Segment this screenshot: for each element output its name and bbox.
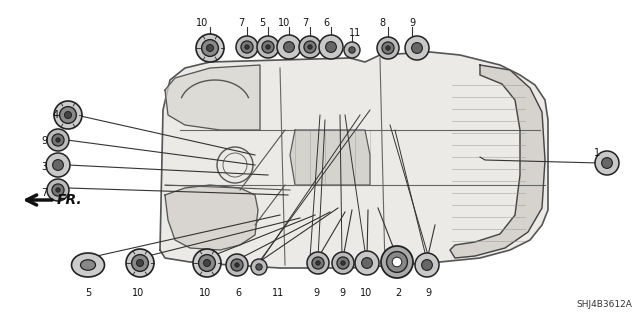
Circle shape (46, 153, 70, 177)
Text: 10: 10 (132, 288, 144, 298)
Text: 8: 8 (379, 18, 385, 28)
Circle shape (316, 261, 320, 265)
Circle shape (47, 129, 69, 151)
Text: 10: 10 (196, 18, 208, 28)
Text: 10: 10 (278, 18, 290, 28)
Text: 11: 11 (272, 288, 284, 298)
Circle shape (198, 255, 216, 271)
Circle shape (257, 36, 279, 58)
Text: 9: 9 (339, 288, 345, 298)
Text: SHJ4B3612A: SHJ4B3612A (576, 300, 632, 309)
Circle shape (132, 255, 148, 271)
Circle shape (136, 259, 143, 266)
Circle shape (196, 34, 224, 62)
Circle shape (56, 188, 60, 192)
Polygon shape (450, 65, 545, 258)
Circle shape (415, 253, 439, 277)
Circle shape (355, 251, 379, 275)
Circle shape (349, 47, 355, 53)
Circle shape (381, 246, 413, 278)
Circle shape (377, 37, 399, 59)
Circle shape (52, 184, 64, 196)
Circle shape (312, 257, 324, 269)
Polygon shape (165, 65, 260, 130)
Circle shape (332, 252, 354, 274)
Circle shape (307, 252, 329, 274)
Circle shape (52, 134, 64, 146)
Circle shape (595, 151, 619, 175)
Text: 9: 9 (313, 288, 319, 298)
Circle shape (126, 249, 154, 277)
Circle shape (602, 158, 612, 168)
Circle shape (392, 257, 402, 267)
Circle shape (262, 41, 274, 53)
Text: 7: 7 (238, 18, 244, 28)
Ellipse shape (72, 253, 104, 277)
Circle shape (193, 249, 221, 277)
Circle shape (284, 41, 294, 52)
Circle shape (337, 257, 349, 269)
Circle shape (344, 42, 360, 58)
Circle shape (60, 107, 76, 123)
Circle shape (266, 45, 270, 49)
Text: 5: 5 (259, 18, 265, 28)
Circle shape (412, 43, 422, 53)
Circle shape (299, 36, 321, 58)
Circle shape (382, 42, 394, 54)
Polygon shape (290, 130, 370, 185)
Text: 10: 10 (360, 288, 372, 298)
Text: 9: 9 (409, 18, 415, 28)
Circle shape (236, 36, 258, 58)
Circle shape (241, 41, 253, 53)
Circle shape (202, 40, 218, 56)
Circle shape (52, 160, 63, 170)
Circle shape (308, 45, 312, 49)
Text: 11: 11 (349, 28, 361, 38)
Circle shape (207, 44, 214, 51)
Circle shape (277, 35, 301, 59)
Text: FR.: FR. (57, 193, 83, 207)
Circle shape (47, 179, 69, 201)
Circle shape (256, 264, 262, 270)
Circle shape (326, 41, 337, 52)
Text: 9: 9 (425, 288, 431, 298)
Circle shape (204, 259, 211, 266)
Text: 7: 7 (41, 188, 47, 198)
Circle shape (54, 101, 82, 129)
Text: 10: 10 (199, 288, 211, 298)
Ellipse shape (81, 260, 95, 270)
Circle shape (304, 41, 316, 53)
Circle shape (251, 259, 267, 275)
Text: 9: 9 (41, 136, 47, 146)
Text: 3: 3 (41, 162, 47, 172)
Text: 6: 6 (323, 18, 329, 28)
Text: 6: 6 (235, 288, 241, 298)
Circle shape (405, 36, 429, 60)
Polygon shape (160, 52, 548, 268)
Polygon shape (165, 185, 258, 250)
Circle shape (65, 112, 72, 118)
Circle shape (319, 35, 343, 59)
Text: 1: 1 (594, 148, 600, 158)
Circle shape (245, 45, 249, 49)
Circle shape (387, 252, 408, 272)
Circle shape (362, 258, 372, 268)
Text: 5: 5 (85, 288, 91, 298)
Text: 2: 2 (395, 288, 401, 298)
Circle shape (235, 263, 239, 267)
Circle shape (56, 138, 60, 142)
Circle shape (231, 259, 243, 271)
Text: 4: 4 (53, 110, 59, 120)
Circle shape (386, 46, 390, 50)
Circle shape (226, 254, 248, 276)
Circle shape (341, 261, 345, 265)
Circle shape (422, 260, 433, 271)
Text: 7: 7 (302, 18, 308, 28)
